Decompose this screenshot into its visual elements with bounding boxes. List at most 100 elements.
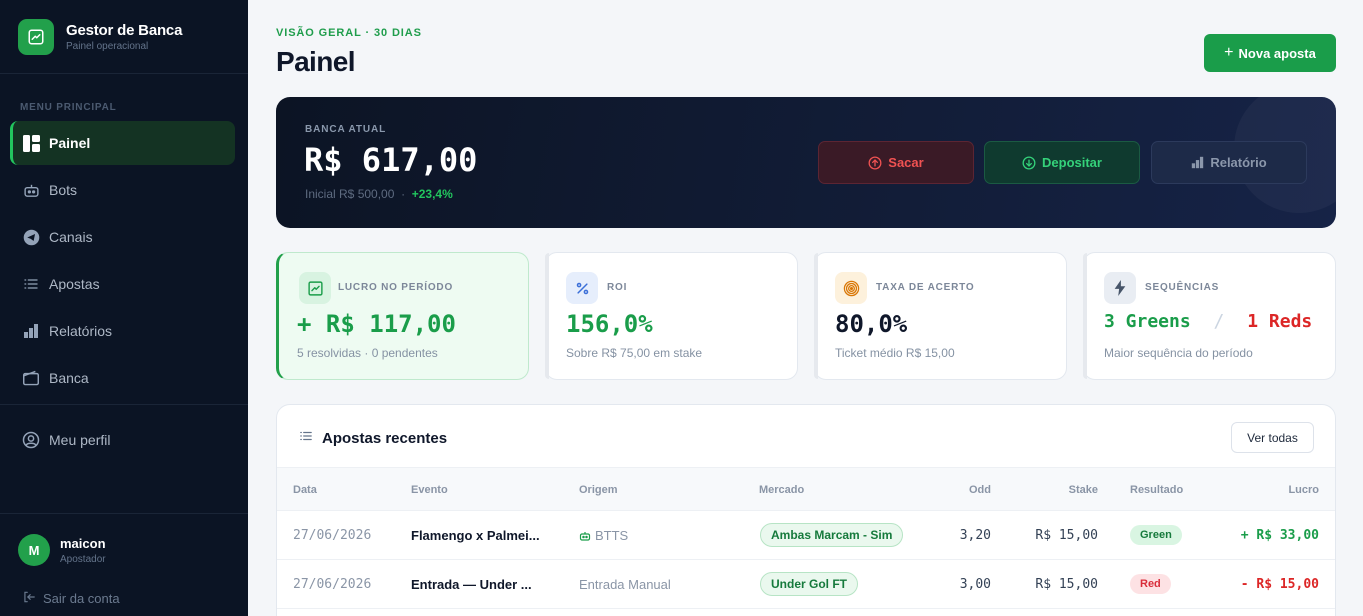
sidebar-item-profile[interactable]: Meu perfil [10, 418, 235, 462]
deposit-button[interactable]: Depositar [984, 141, 1140, 184]
see-all-button[interactable]: Ver todas [1231, 422, 1314, 453]
origin-label: BTTS [595, 528, 629, 543]
column-header-origin[interactable]: Origem [579, 484, 618, 496]
kpi-sub: 5 resolvidas · 0 pendentes [297, 346, 438, 360]
sidebar-item-painel[interactable]: Painel [10, 121, 235, 165]
balance-growth: +23,4% [411, 187, 453, 201]
new-bet-button[interactable]: + Nova aposta [1204, 34, 1336, 72]
cell-origin: BTTS [579, 528, 628, 543]
streaks-separator: / [1213, 311, 1225, 332]
deposit-label: Depositar [1042, 155, 1102, 170]
telegram-icon [22, 228, 40, 246]
sidebar-item-label: Apostas [49, 276, 100, 292]
market-badge: Ambas Marcam - Sim [760, 523, 904, 547]
streaks-value: 3 Greens / 1 Reds [1104, 311, 1312, 332]
column-header-event[interactable]: Evento [411, 484, 448, 496]
cell-stake: R$ 15,00 [1035, 577, 1098, 592]
user-card[interactable]: M maicon Apostador [18, 534, 106, 566]
cell-event: Flamengo x Palmei... [411, 528, 540, 543]
menu-section-label: MENU PRINCIPAL [20, 102, 117, 113]
trending-up-icon [18, 19, 54, 55]
kpi-sub: Maior sequência do período [1104, 346, 1253, 360]
kpi-label: TAXA DE ACERTO [876, 282, 975, 293]
user-name: maicon [60, 535, 106, 551]
target-icon [835, 272, 867, 304]
table-header: Data Evento Origem Mercado Odd Stake Res… [277, 467, 1335, 511]
sidebar-item-bots[interactable]: Bots [10, 168, 235, 212]
page-title: Painel [276, 46, 355, 77]
recent-bets-card: Apostas recentes Ver todas Data Evento O… [276, 404, 1336, 616]
balance-label: BANCA ATUAL [305, 124, 387, 135]
kpi-accent-bar [814, 253, 818, 379]
column-header-stake[interactable]: Stake [1068, 484, 1098, 496]
lightning-icon [1104, 272, 1136, 304]
cell-origin: Entrada Manual [579, 577, 671, 592]
withdraw-button[interactable]: Sacar [818, 141, 974, 184]
origin-label: Entrada Manual [579, 577, 671, 592]
table-row[interactable]: 27/06/2026 Flamengo x Palmei... BTTS Amb… [277, 511, 1335, 560]
dashboard-icon [22, 134, 40, 152]
user-circle-icon [22, 431, 40, 449]
sidebar-item-label: Bots [49, 182, 78, 198]
app-name: Gestor de Banca [66, 22, 183, 39]
column-header-odd[interactable]: Odd [969, 484, 991, 496]
arrow-up-circle-icon [868, 156, 882, 170]
column-header-result[interactable]: Resultado [1130, 484, 1184, 496]
table-row[interactable]: 27/06/2026 Entrada — Under ... Entrada M… [277, 560, 1335, 609]
column-header-market[interactable]: Mercado [759, 484, 805, 496]
column-header-date[interactable]: Data [293, 484, 317, 496]
bar-chart-icon [22, 322, 40, 340]
sidebar-item-banca[interactable]: Banca [10, 356, 235, 400]
balance-initial-text: Inicial R$ 500,00 [305, 187, 395, 201]
kpi-sub: Ticket médio R$ 15,00 [835, 346, 955, 360]
list-icon [22, 275, 40, 293]
kpi-accent-bar [1083, 253, 1087, 379]
balance-initial: Inicial R$ 500,00 · +23,4% [305, 187, 453, 201]
cell-profit: - R$ 15,00 [1240, 577, 1319, 592]
recent-bets-title: Apostas recentes [322, 430, 448, 447]
result-badge: Red [1130, 574, 1171, 594]
page-eyebrow: VISÃO GERAL · 30 DIAS [276, 27, 422, 39]
kpi-sub: Sobre R$ 75,00 em stake [566, 346, 703, 360]
new-bet-label: Nova aposta [1238, 45, 1316, 61]
logout-label: Sair da conta [43, 591, 120, 606]
list-icon [299, 429, 313, 448]
sidebar-item-apostas[interactable]: Apostas [10, 262, 235, 306]
robot-icon [579, 530, 591, 542]
kpi-card-profit: LUCRO NO PERÍODO + R$ 117,00 5 resolvida… [276, 252, 529, 380]
column-header-profit[interactable]: Lucro [1288, 484, 1319, 496]
avatar: M [18, 534, 50, 566]
sidebar-divider [0, 513, 248, 514]
balance-separator: · [401, 187, 406, 201]
kpi-card-streaks: SEQUÊNCIAS 3 Greens / 1 Reds Maior sequê… [1083, 252, 1336, 380]
cell-odd: 3,00 [959, 577, 991, 592]
trending-up-icon [299, 272, 331, 304]
app-subtitle: Painel operacional [66, 41, 149, 52]
kpi-card-roi: ROI 156,0% Sobre R$ 75,00 em stake [545, 252, 798, 380]
cell-event: Entrada — Under ... [411, 577, 532, 592]
sidebar-item-label: Painel [49, 135, 91, 151]
market-badge: Under Gol FT [760, 572, 858, 596]
logout-button[interactable]: Sair da conta [22, 590, 120, 607]
logout-icon [22, 590, 36, 607]
sidebar-item-canais[interactable]: Canais [10, 215, 235, 259]
balance-card: BANCA ATUAL R$ 617,00 Inicial R$ 500,00 … [276, 97, 1336, 228]
plus-icon: + [1224, 44, 1234, 61]
sidebar-divider [0, 73, 248, 74]
kpi-value: + R$ 117,00 [297, 310, 456, 338]
cell-odd: 3,20 [959, 528, 991, 543]
cell-date: 27/06/2026 [293, 577, 372, 592]
report-button[interactable]: Relatório [1151, 141, 1307, 184]
sidebar-item-label: Banca [49, 370, 89, 386]
cell-date: 27/06/2026 [293, 528, 372, 543]
cell-profit: + R$ 33,00 [1240, 528, 1319, 543]
percent-icon [566, 272, 598, 304]
kpi-label: ROI [607, 282, 628, 293]
balance-value: R$ 617,00 [304, 141, 478, 179]
sidebar-item-relatorios[interactable]: Relatórios [10, 309, 235, 353]
brand[interactable]: Gestor de Banca Painel operacional [18, 19, 182, 55]
report-label: Relatório [1210, 155, 1267, 170]
sidebar-item-label: Canais [49, 229, 93, 245]
sidebar-item-label: Relatórios [49, 323, 113, 339]
result-badge: Green [1130, 525, 1182, 545]
